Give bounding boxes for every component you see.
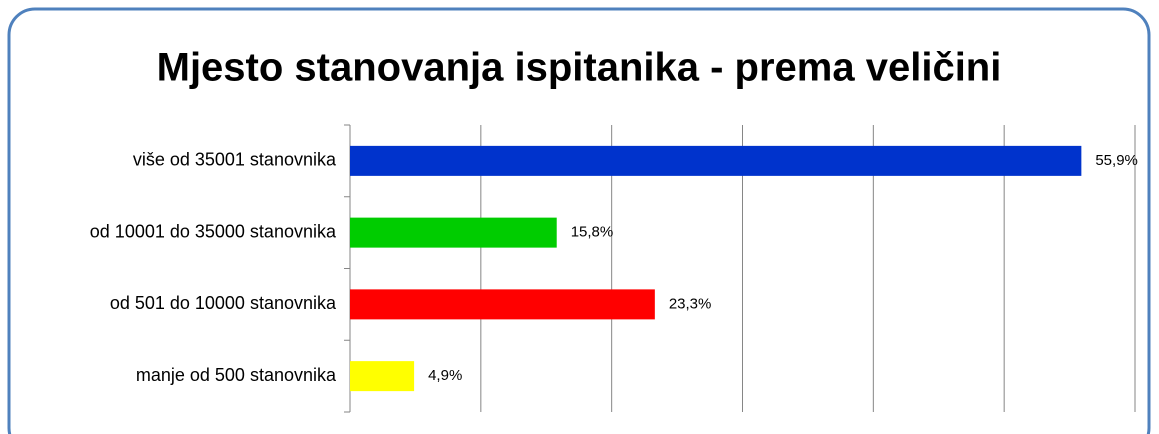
data-label: 4,9% [428, 367, 462, 384]
chart-title: Mjesto stanovanja ispitanika - prema vel… [157, 46, 1002, 90]
bar [350, 361, 415, 392]
y-tick-label: od 501 do 10000 stanovnika [110, 293, 337, 313]
bar [350, 145, 1082, 176]
y-tick-label: od 10001 do 35000 stanovnika [90, 221, 337, 241]
chart-frame [7, 7, 1151, 434]
y-tick-label: više od 35001 stanovnika [133, 150, 337, 170]
bar [350, 217, 557, 248]
y-tick-label: manje od 500 stanovnika [136, 365, 337, 385]
data-label: 23,3% [669, 295, 712, 312]
data-label: 55,9% [1095, 152, 1138, 169]
bar [350, 289, 655, 320]
data-label: 15,8% [571, 224, 614, 241]
